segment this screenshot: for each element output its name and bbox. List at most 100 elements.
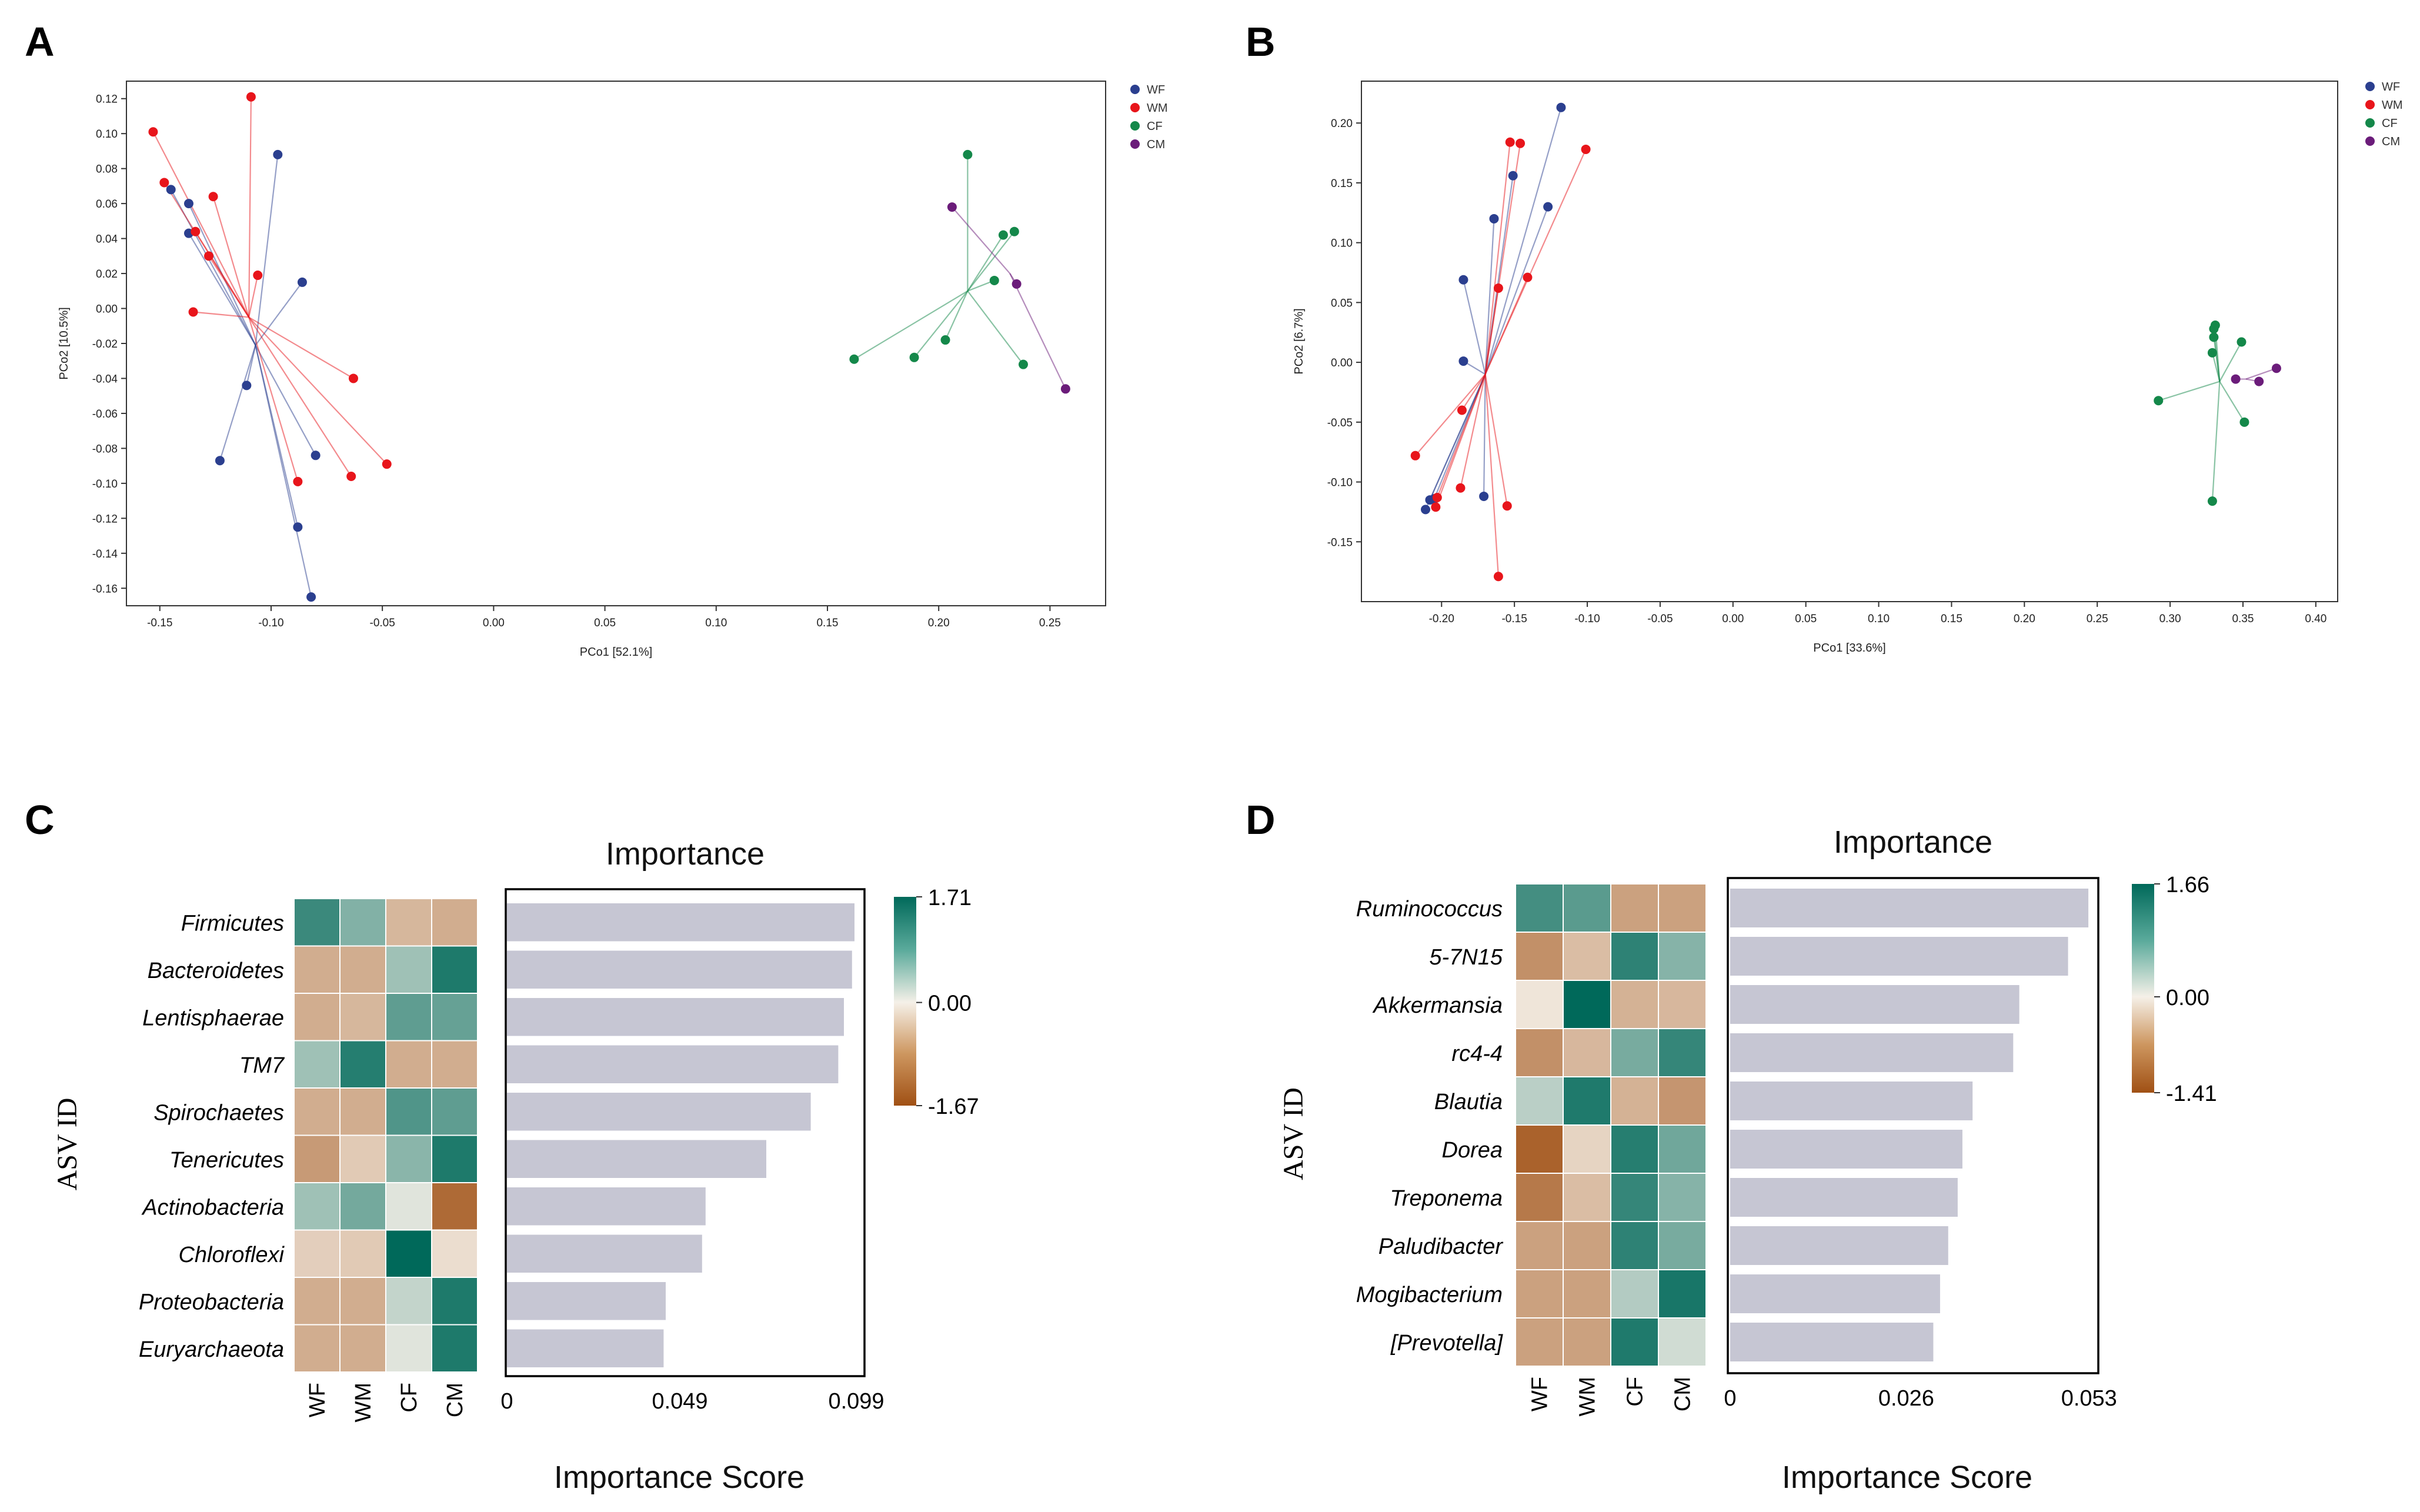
y-tick-label: 0.15 xyxy=(1331,178,1353,190)
heatmap-column-label: CM xyxy=(443,1383,468,1417)
heatmap-cell xyxy=(1610,1269,1659,1319)
y-tick-label: -0.08 xyxy=(92,443,118,455)
heatmap-column-label: CF xyxy=(397,1383,422,1413)
point-cf xyxy=(1009,226,1019,236)
chart-title: Importance xyxy=(1834,825,1992,860)
heatmap-cell xyxy=(1515,1173,1564,1222)
taxon-label: Proteobacteria xyxy=(139,1290,284,1314)
x-axis-label: PCo1 [33.6%] xyxy=(1813,642,1885,655)
heatmap-cell xyxy=(385,945,432,994)
heatmap-cell xyxy=(1658,1028,1707,1077)
spoke-line-wm xyxy=(248,316,352,477)
point-wm xyxy=(1502,501,1512,511)
pcoa-plot-a: -0.15 -0.10 -0.05 0.00 0.05 0.10 0.15 0.20 0.25 0… xyxy=(58,81,1168,659)
x-tick-label: -0.20 xyxy=(1429,613,1454,625)
importance-bar xyxy=(1730,1323,1934,1361)
heatmap-cell xyxy=(1610,1076,1659,1126)
spoke-line-wm xyxy=(248,275,259,318)
heatmap-cell xyxy=(1563,932,1611,981)
point-wm xyxy=(204,251,214,261)
heatmap-cell xyxy=(339,1182,386,1231)
colorbar-tick-label: 1.66 xyxy=(2166,873,2209,897)
point-wf xyxy=(1421,505,1431,515)
heatmap-cell xyxy=(1610,1028,1659,1077)
heatmap-cell xyxy=(1658,1221,1707,1270)
spoke-line-wm xyxy=(212,196,250,318)
spoke-line-cf xyxy=(913,291,969,358)
colorbar-tick-label: -1.67 xyxy=(928,1094,979,1119)
taxon-label: Mogibacterium xyxy=(1356,1283,1503,1307)
heatmap-cell xyxy=(1515,1317,1564,1367)
heatmap-cell xyxy=(1658,883,1707,933)
taxon-label: [Prevotella] xyxy=(1390,1331,1504,1356)
heatmap-cell xyxy=(339,1134,386,1183)
heatmap-cell xyxy=(1515,883,1564,933)
point-wf xyxy=(215,456,225,466)
spoke-line-wm xyxy=(152,131,250,318)
heatmap-cell xyxy=(293,898,341,947)
y-tick-label: -0.16 xyxy=(92,583,118,595)
taxon-label: Ruminococcus xyxy=(1356,897,1503,922)
panel-label-d: D xyxy=(1246,797,1276,843)
importance-bar xyxy=(507,1093,811,1131)
heatmap-cell xyxy=(339,993,386,1042)
legend-marker-wf xyxy=(1130,85,1140,94)
heatmap-column-label: WM xyxy=(1575,1377,1600,1417)
spoke-line-cf xyxy=(2158,380,2220,402)
y-tick-label: -0.10 xyxy=(1327,477,1353,489)
point-wm xyxy=(253,271,263,281)
heatmap-cell xyxy=(339,1324,386,1373)
heatmap-cell xyxy=(1515,932,1564,981)
heatmap-cell xyxy=(1658,1269,1707,1319)
heatmap-cell xyxy=(339,1229,386,1278)
point-cf xyxy=(2209,332,2219,342)
heatmap-cell xyxy=(431,1229,478,1278)
heatmap-cell xyxy=(385,1134,432,1183)
heatmap-cell xyxy=(293,1324,341,1373)
spoke-line-cm xyxy=(1009,273,1066,389)
importance-bar xyxy=(507,903,854,942)
x-tick-label: -0.10 xyxy=(258,617,283,629)
spoke-line-cf xyxy=(967,235,1004,292)
heatmap-cell xyxy=(1610,1317,1659,1367)
heatmap-cell xyxy=(385,1277,432,1326)
importance-bar xyxy=(1730,1178,1958,1217)
taxon-label: Dorea xyxy=(1442,1138,1503,1163)
heatmap-cell xyxy=(385,898,432,947)
importance-bar xyxy=(507,1234,702,1273)
spoke-line-wm xyxy=(1460,374,1486,488)
point-wf xyxy=(1458,356,1468,366)
legend-marker-cf xyxy=(2365,118,2375,128)
heatmap-cell xyxy=(1515,1076,1564,1126)
panel-label-a: A xyxy=(25,19,55,65)
heatmap-cell xyxy=(1563,1317,1611,1367)
heatmap-cell xyxy=(1658,1076,1707,1126)
plot-frame xyxy=(1361,81,2338,602)
spoke-line-wf xyxy=(255,282,303,346)
x-tick-label: 0.05 xyxy=(1795,613,1817,625)
point-wm xyxy=(1457,405,1467,415)
spoke-line-wf xyxy=(1484,218,1495,375)
x-tick-label: 0.026 xyxy=(1878,1386,1934,1411)
spoke-line-cf xyxy=(967,279,995,292)
spoke-line-wm xyxy=(1484,277,1528,375)
point-wm xyxy=(1516,138,1526,148)
point-wm xyxy=(293,476,303,486)
x-tick-label: 0.35 xyxy=(2232,613,2254,625)
spoke-line-cf xyxy=(967,291,1024,365)
heatmap-cell xyxy=(293,1277,341,1326)
point-wm xyxy=(1456,483,1466,493)
heatmap-column-label: WF xyxy=(305,1383,330,1417)
y-tick-label: 0.08 xyxy=(96,163,118,176)
x-tick-label: 0.25 xyxy=(2087,613,2108,625)
point-cf xyxy=(2154,396,2164,406)
importance-bar xyxy=(1730,937,2068,976)
heatmap-cell xyxy=(1658,1124,1707,1174)
heatmap-cell xyxy=(293,1134,341,1183)
point-wf xyxy=(183,199,193,209)
y-tick-label: -0.02 xyxy=(92,338,118,351)
spoke-line-wf xyxy=(1425,374,1486,510)
x-tick-label: -0.10 xyxy=(1574,613,1600,625)
colorbar-tick-label: -1.41 xyxy=(2166,1082,2217,1106)
